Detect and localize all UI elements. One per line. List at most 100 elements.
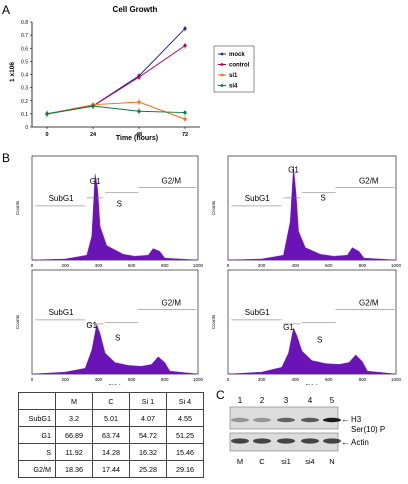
histogram-ylabel: Counts [211,314,216,329]
data-point-si4 [137,109,141,113]
x-tick-label: 72 [182,132,188,138]
x-axis-label: Time (hours) [116,135,158,142]
histogram-plot: CountsFL2-A02004006008001000SubG1G1SG2/M [15,269,204,385]
table-cell: 15.46 [166,443,204,461]
series-line-mock [46,28,186,115]
label-s: S [115,333,120,342]
label-subg1: SubG1 [49,194,74,203]
y-tick-label: 0.6 [21,46,28,52]
histogram-frame [227,269,397,375]
histogram-xtick-label: 600 [128,263,136,268]
h3-band [253,417,271,423]
cell-cycle-table: M C Si 1 Si 4 SubG1 3.2 5.01 4.07 4.55 G… [18,392,204,478]
arrow-h3-icon: ← [341,414,350,424]
histogram-xtick-label: 1000 [193,377,204,382]
ser10p-label: Ser(10) P [351,425,385,434]
h3-band [301,417,319,423]
series-line-si4 [46,105,186,115]
table-row: SubG1 3.2 5.01 4.07 4.55 [18,409,204,427]
cell-growth-chart: Cell Growth 1 x106 Time (hours) 0 0.1 0.2 0… [9,5,255,142]
legend-marker [220,52,224,56]
histogram-plot: CountsFL2-A02004006008001000SubG1G1SG2/M [211,155,402,274]
y-tick-label: 0.1 [21,112,28,118]
lane-label: si1 [281,457,291,466]
table-cell: 51.25 [166,426,204,444]
histogram-xtick-label: 800 [359,263,367,268]
histogram-distribution [227,327,397,375]
lane-number: 4 [308,396,313,405]
histogram-ylabel: Counts [15,314,20,329]
table-cell: 66.89 [55,426,93,444]
y-tick-label: 0.5 [21,59,28,65]
table-cell: 18.36 [55,460,93,478]
histogram-plot: CountsFL2-A02004006008001000SubG1G1SG2/M [15,155,204,274]
histogram-xtick-label: 0 [227,263,230,268]
y-tick-label: 0.4 [21,73,28,79]
label-s: S [317,336,322,345]
table-cell: SubG1 [18,409,56,427]
h3-label: H3 [351,415,362,424]
data-point-si1 [137,100,141,104]
y-tick-label: 0.3 [21,86,28,92]
label-subg1: SubG1 [245,308,270,317]
table-cell: 29.16 [166,460,204,478]
histogram-xtick-label: 800 [359,377,367,382]
actin-label: Actin [351,438,369,447]
data-point-control [183,44,187,48]
panel-c-letter: C [216,388,225,402]
chart-legend: mock control si1 si4 [213,45,255,93]
histogram-xtick-label: 200 [258,263,266,268]
actin-band [301,438,319,444]
histogram-xtick-label: 400 [291,263,299,268]
table-cell: 5.01 [92,409,130,427]
actin-band [253,438,271,444]
flow-cytometry-histograms: Counts FL2-A 0 200 400 600 800 1000 SubG1 G1 S G2/M… [15,155,402,385]
data-point-si4 [45,112,49,116]
table-cell: 4.55 [166,409,204,427]
histogram-distribution [31,323,199,375]
table-cell: 11.92 [55,443,93,461]
table-row: S 11.92 14.28 16.32 15.46 [18,443,204,461]
actin-band [323,438,341,444]
y-axis-label: 1 x106 [9,62,16,82]
histogram-frame [31,269,199,375]
table-cell: Si 1 [129,392,167,410]
histogram-plot: CountsFL2-A02004006008001000SubG1G1SG2/M [211,269,402,385]
legend-marker [220,63,224,66]
label-g1: G1 [288,165,299,174]
label-g2m: G2/M [359,177,379,186]
histogram-xtick-label: 1000 [391,377,402,382]
y-tick-label: 0.8 [21,20,28,26]
y-tick-label: 0 [25,125,28,131]
label-g2m: G2/M [359,299,379,308]
western-blot: 1 M 2 C 3 si1 4 si4 5 N ← H3 Ser(10) P ← Actin [229,396,385,466]
x-tick-label: 48 [136,132,142,138]
histogram-xtick-label: 0 [31,377,34,382]
data-point-control [137,75,141,79]
histogram-xtick-label: 0 [227,377,230,382]
legend-label: mock [229,52,245,58]
data-point-si4 [183,110,187,115]
label-g2m: G2/M [161,177,181,186]
histogram-xtick-label: 200 [61,263,69,268]
y-tick-label: 0.7 [21,33,28,39]
table-row: G1 66.89 63.74 54.72 51.25 [18,426,204,444]
data-point-si1 [183,117,187,121]
x-tick-label: 0 [45,132,48,138]
histogram-xtick-label: 400 [95,377,103,382]
lane-label: M [237,457,243,466]
histogram-xtick-label: 600 [128,377,136,382]
table-cell: 17.44 [92,460,130,478]
table-cell: Si 4 [166,392,204,410]
histogram-ylabel: Counts [211,200,216,215]
table-cell: 14.28 [92,443,130,461]
legend-label: si4 [229,84,238,90]
table-cell: G1 [18,426,56,444]
table-cell: 63.74 [92,426,130,444]
data-point-si4 [91,104,95,108]
h3-band [323,417,341,423]
table-cell: 3.2 [55,409,93,427]
lane-label: si4 [305,457,315,466]
label-subg1: SubG1 [49,308,74,317]
histogram-xtick-label: 1000 [391,263,402,268]
